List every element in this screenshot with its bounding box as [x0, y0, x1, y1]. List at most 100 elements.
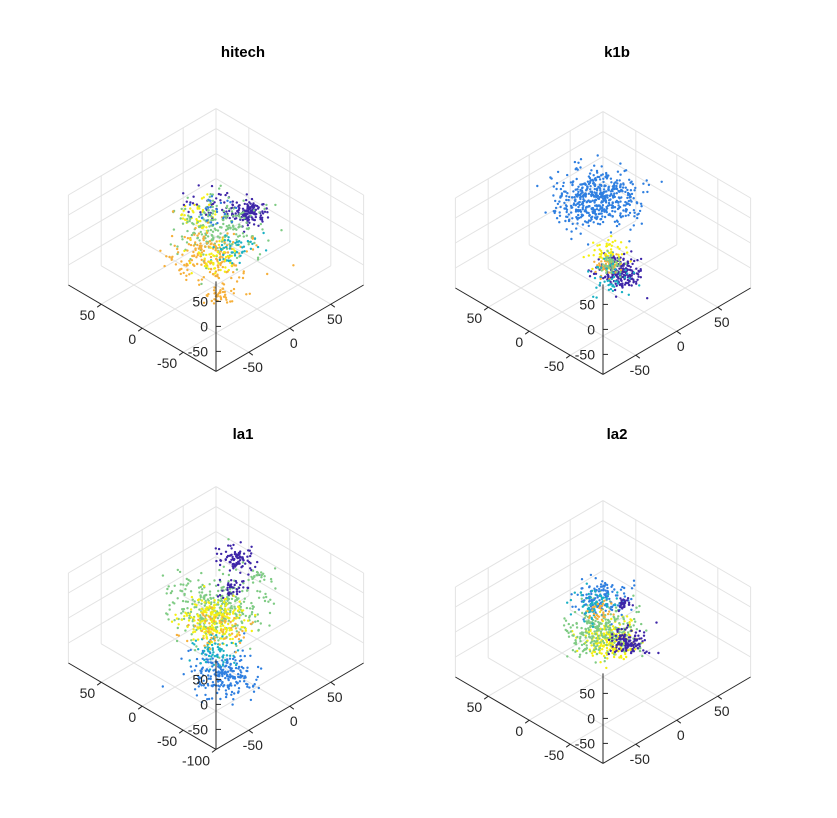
data-point	[216, 674, 219, 677]
z-tick-label: -50	[188, 343, 208, 359]
data-point	[626, 193, 630, 197]
data-point	[202, 684, 205, 687]
data-point	[199, 211, 202, 214]
data-point	[612, 206, 615, 209]
data-point	[632, 594, 635, 597]
data-point	[192, 638, 195, 641]
data-point	[581, 611, 584, 615]
data-point	[256, 245, 260, 249]
y-tick-mark	[289, 705, 295, 710]
data-point	[638, 209, 642, 213]
data-point	[175, 639, 179, 643]
data-point	[221, 586, 224, 589]
data-point	[589, 621, 592, 624]
data-point	[577, 190, 580, 194]
data-point	[187, 619, 191, 622]
data-point	[196, 638, 200, 641]
data-point	[230, 597, 234, 601]
grid-line	[602, 111, 751, 199]
data-point	[590, 616, 593, 619]
data-point	[209, 205, 212, 209]
data-point	[569, 626, 572, 629]
data-point	[193, 669, 196, 672]
data-point	[592, 254, 595, 257]
data-point	[625, 272, 629, 275]
data-point	[186, 229, 189, 233]
data-point	[238, 600, 241, 603]
y-tick-label: -50	[243, 359, 263, 375]
data-point	[180, 235, 184, 238]
data-point	[215, 204, 218, 208]
data-point	[572, 190, 575, 193]
data-point	[589, 625, 592, 629]
data-point	[219, 263, 222, 267]
data-point	[221, 602, 224, 606]
data-point	[233, 624, 237, 628]
data-point	[236, 605, 240, 608]
data-point	[188, 259, 191, 263]
data-point	[203, 585, 206, 588]
data-point	[213, 201, 216, 204]
data-point	[254, 565, 257, 569]
data-point	[227, 619, 231, 622]
data-point	[230, 276, 233, 280]
data-point	[237, 667, 240, 670]
data-point	[594, 213, 597, 216]
data-point	[251, 236, 254, 239]
data-point	[217, 639, 220, 642]
data-point	[585, 593, 588, 596]
data-point	[238, 641, 242, 645]
data-point	[618, 636, 621, 640]
data-point	[234, 663, 238, 667]
data-point	[576, 168, 579, 171]
data-point	[611, 289, 615, 293]
data-point	[245, 221, 248, 224]
data-point	[203, 245, 207, 248]
data-point	[241, 612, 245, 616]
data-point	[239, 218, 242, 221]
data-point	[630, 284, 633, 287]
data-point	[224, 689, 228, 692]
data-point	[559, 187, 563, 191]
data-point	[236, 556, 239, 560]
data-point	[604, 195, 607, 198]
data-point	[188, 273, 191, 276]
data-point	[229, 244, 232, 248]
data-point	[165, 612, 168, 615]
data-point	[208, 668, 212, 671]
data-point	[227, 238, 230, 242]
data-point	[230, 585, 233, 589]
data-point	[214, 249, 217, 252]
data-point	[591, 267, 594, 271]
data-point	[619, 241, 623, 244]
data-point	[194, 226, 197, 230]
data-point	[207, 674, 210, 677]
data-point	[223, 684, 226, 687]
data-point	[598, 256, 601, 259]
data-point	[224, 620, 227, 623]
data-point	[625, 202, 629, 206]
data-point	[574, 650, 577, 653]
data-point	[611, 209, 614, 213]
data-point	[198, 207, 201, 210]
data-point	[194, 248, 197, 252]
data-point	[218, 252, 222, 256]
data-point	[186, 600, 190, 603]
data-point	[587, 270, 590, 273]
data-point	[190, 639, 193, 642]
data-point	[593, 615, 597, 619]
data-point	[207, 198, 210, 201]
data-point	[588, 177, 592, 180]
data-point	[174, 263, 178, 266]
data-point	[601, 197, 605, 201]
data-point	[620, 253, 624, 256]
data-point	[581, 214, 585, 217]
data-point	[218, 240, 221, 243]
data-point	[615, 187, 618, 190]
data-point	[261, 216, 264, 219]
data-point	[598, 606, 601, 610]
data-point	[603, 280, 606, 283]
data-point	[198, 591, 201, 594]
data-point	[249, 567, 252, 570]
